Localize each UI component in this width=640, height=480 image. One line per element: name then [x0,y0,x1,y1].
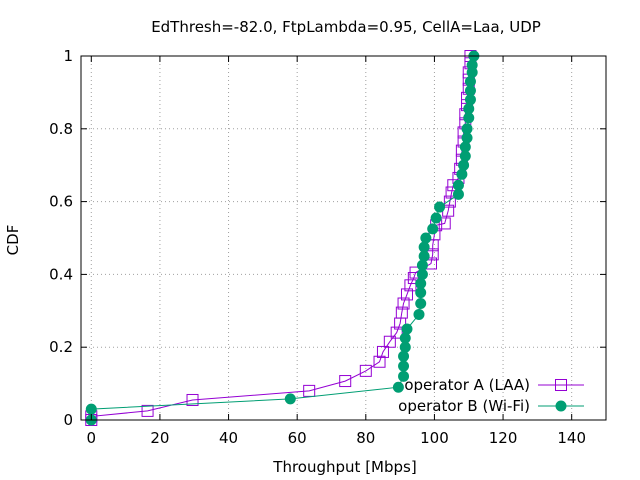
x-tick-label: 140 [557,429,586,447]
series-1-point [383,335,396,348]
x-tick-label: 20 [150,429,169,447]
series-1-line [90,56,471,420]
y-axis-label: CDF [4,225,22,256]
series-1-point [390,326,403,339]
legend: operator A (LAA) operator B (Wi-Fi) [398,376,584,415]
x-axis-label: Throughput [Mbps] [272,458,416,476]
series-2-point [456,168,468,180]
x-tick-label: 100 [420,429,449,447]
series-1-point [373,355,386,368]
y-tick-label: 0.8 [49,120,73,138]
legend-label-2: operator B (Wi-Fi) [398,397,530,415]
series-2-line [90,55,475,420]
series-2-point [399,332,411,344]
series-2-point [466,59,478,71]
x-tick-label: 0 [87,429,97,447]
series-2-point [452,188,464,200]
x-tick-label: 60 [288,429,307,447]
series-2-point [463,103,475,115]
series-2-point [401,323,413,335]
x-tick-label: 120 [489,429,518,447]
series-1-point [443,195,456,208]
series-2-point [418,250,430,262]
x-tick-label: 80 [356,429,375,447]
y-tick-label: 0 [63,411,73,429]
series-2-point [430,212,442,224]
series-layer [85,50,480,426]
series-1-point [339,375,352,388]
axes: 0 20 40 60 80 100 120 140 0 0.2 0.4 0.6 0.8 1 [49,47,606,447]
series-1-point [400,288,413,301]
series-2-point [416,259,428,271]
series-1-point [359,364,372,377]
series-1 [85,50,477,426]
series-1-point [395,306,408,319]
series-2-point [415,298,427,310]
series-1-point [438,217,451,230]
legend-label-1: operator A (LAA) [404,376,530,394]
series-2-point [459,141,471,153]
series-2-point [427,223,439,235]
legend-marker-1 [555,379,567,391]
series-2-point [464,75,476,87]
series-2-point [418,241,430,253]
series-2-point [392,381,404,393]
series-2-point [85,403,97,415]
series-2-point [415,287,427,299]
series-2 [85,50,480,426]
series-2-point [398,360,410,372]
series-2-point [434,201,446,213]
series-2-point [415,278,427,289]
y-tick-label: 0.4 [49,265,73,283]
series-2-point [464,94,476,106]
legend-marker-2 [555,400,567,412]
series-2-point [452,179,464,191]
y-tick-label: 1 [63,47,73,65]
series-2-point [399,341,411,353]
x-tick-label: 40 [219,429,238,447]
series-2-point [413,308,425,320]
series-2-point [459,150,471,162]
y-tick-label: 0.2 [49,338,73,356]
series-2-point [420,232,432,244]
series-2-point [461,132,473,144]
series-2-point [416,268,428,280]
plot-frame [80,55,607,421]
series-2-point [284,393,296,405]
series-1-point [376,345,389,358]
series-1-point [141,404,154,417]
series-1-point [186,393,199,406]
series-2-point [464,85,476,97]
chart-title: EdThresh=-82.0, FtpLambda=0.95, CellA=La… [151,18,541,36]
series-2-point [463,112,475,124]
series-2-point [458,159,470,171]
series-2-point [461,123,473,135]
grid [81,55,606,421]
series-1-point [397,297,410,310]
series-2-point [398,350,410,362]
y-tick-label: 0.6 [49,193,73,211]
